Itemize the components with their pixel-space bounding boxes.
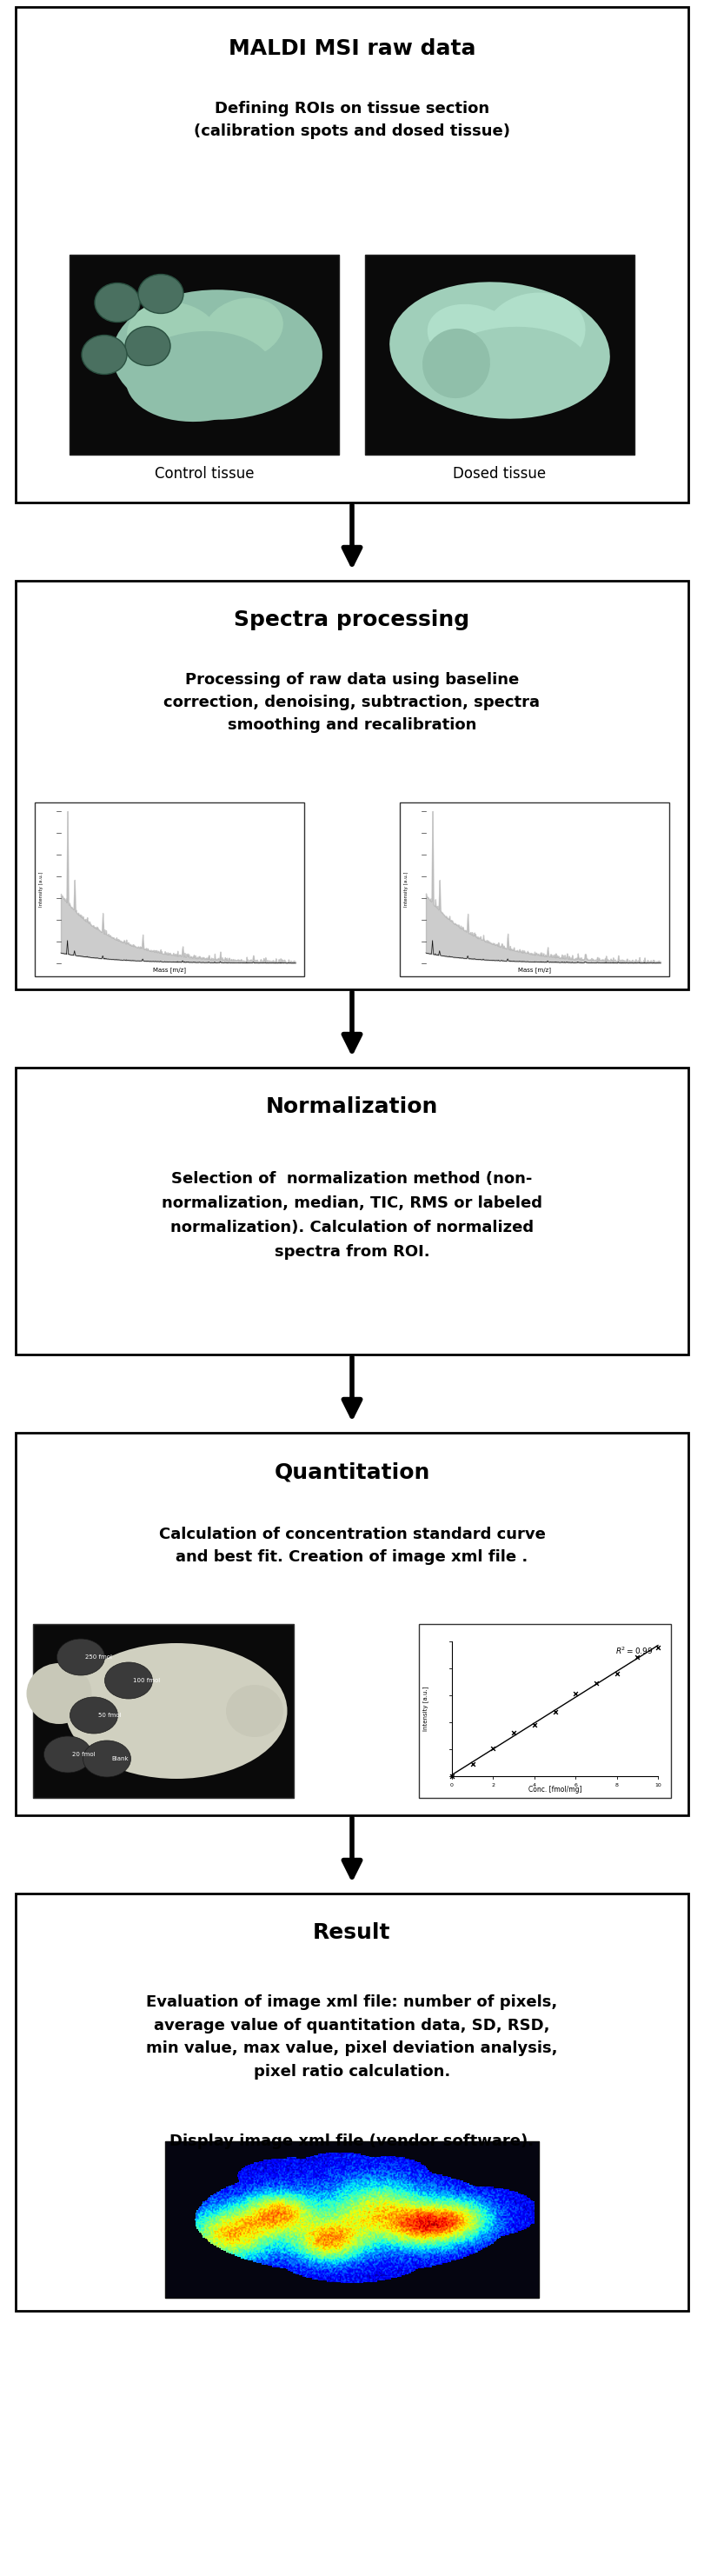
Point — [529, 1705, 540, 1747]
Point — [508, 1713, 520, 1754]
Text: 20 fmol: 20 fmol — [72, 1752, 95, 1757]
Text: Control tissue: Control tissue — [154, 466, 254, 482]
Ellipse shape — [422, 330, 490, 399]
Ellipse shape — [70, 1698, 118, 1734]
Bar — [165, 2141, 539, 2298]
Text: Quantitation: Quantitation — [274, 1461, 430, 1481]
Point — [631, 1636, 643, 1677]
Text: Defining ROIs on tissue section
(calibration spots and dosed tissue): Defining ROIs on tissue section (calibra… — [194, 100, 510, 139]
Text: $R^2 = 0.99$: $R^2 = 0.99$ — [615, 1646, 653, 1656]
Text: Display image xml file (vendor software).: Display image xml file (vendor software)… — [170, 2133, 534, 2148]
Text: 50 fmol: 50 fmol — [99, 1713, 121, 1718]
Text: Mass [m/z]: Mass [m/z] — [518, 966, 551, 974]
Text: Selection of  normalization method (non-
normalization, median, TIC, RMS or labe: Selection of normalization method (non- … — [162, 1172, 542, 1260]
Ellipse shape — [27, 1664, 92, 1723]
Text: Calculation of concentration standard curve
and best fit. Creation of image xml : Calculation of concentration standard cu… — [158, 1528, 546, 1566]
Point — [467, 1744, 478, 1785]
Text: MALDI MSI raw data: MALDI MSI raw data — [228, 39, 476, 59]
Ellipse shape — [125, 327, 170, 366]
Point — [446, 1757, 458, 1798]
Bar — [419, 1623, 671, 1798]
Point — [591, 1662, 602, 1703]
Text: 10: 10 — [655, 1783, 661, 1788]
Text: Spectra processing: Spectra processing — [234, 611, 470, 631]
Ellipse shape — [95, 283, 140, 322]
Bar — [34, 804, 304, 976]
Ellipse shape — [203, 299, 283, 361]
Ellipse shape — [65, 1643, 287, 1780]
Ellipse shape — [428, 327, 589, 417]
Text: 250 fmol: 250 fmol — [85, 1654, 112, 1659]
Ellipse shape — [389, 281, 610, 420]
Bar — [365, 255, 634, 456]
Text: 100 fmol: 100 fmol — [133, 1677, 160, 1682]
Text: Processing of raw data using baseline
correction, denoising, subtraction, spectr: Processing of raw data using baseline co… — [164, 672, 540, 734]
Ellipse shape — [127, 301, 220, 374]
Ellipse shape — [484, 294, 586, 374]
Text: Dosed tissue: Dosed tissue — [453, 466, 546, 482]
Text: Blank: Blank — [111, 1757, 128, 1762]
Bar — [15, 1066, 689, 1355]
Ellipse shape — [138, 273, 183, 314]
Ellipse shape — [427, 304, 520, 371]
Text: 6: 6 — [574, 1783, 577, 1788]
Text: 0: 0 — [451, 1783, 453, 1788]
Point — [549, 1692, 560, 1734]
Text: 4: 4 — [533, 1783, 536, 1788]
Text: Intensity [a.u.]: Intensity [a.u.] — [423, 1687, 429, 1731]
Point — [570, 1672, 582, 1713]
Bar — [15, 8, 689, 502]
Bar — [70, 255, 339, 456]
Text: Mass [m/z]: Mass [m/z] — [153, 966, 186, 974]
Ellipse shape — [226, 1685, 283, 1736]
Text: Evaluation of image xml file: number of pixels,
average value of quantitation da: Evaluation of image xml file: number of … — [146, 1994, 558, 2079]
Ellipse shape — [112, 289, 322, 420]
Text: 8: 8 — [615, 1783, 618, 1788]
Ellipse shape — [82, 335, 127, 374]
Ellipse shape — [126, 332, 274, 422]
Bar — [15, 580, 689, 989]
Text: Normalization: Normalization — [266, 1097, 438, 1118]
Text: 2: 2 — [491, 1783, 495, 1788]
Point — [611, 1654, 622, 1695]
Bar — [15, 1432, 689, 1816]
Point — [653, 1628, 664, 1669]
Ellipse shape — [57, 1638, 105, 1674]
Point — [487, 1728, 498, 1770]
Text: Intensity [a.u.]: Intensity [a.u.] — [39, 871, 43, 907]
Bar — [400, 804, 670, 976]
Text: Intensity [a.u.]: Intensity [a.u.] — [403, 871, 408, 907]
Ellipse shape — [105, 1662, 153, 1698]
Text: Conc. [fmol/mg]: Conc. [fmol/mg] — [528, 1785, 582, 1793]
Bar — [15, 1893, 689, 2311]
Text: Result: Result — [313, 1922, 391, 1942]
Ellipse shape — [44, 1736, 92, 1772]
Bar — [33, 1623, 294, 1798]
Ellipse shape — [83, 1741, 131, 1777]
